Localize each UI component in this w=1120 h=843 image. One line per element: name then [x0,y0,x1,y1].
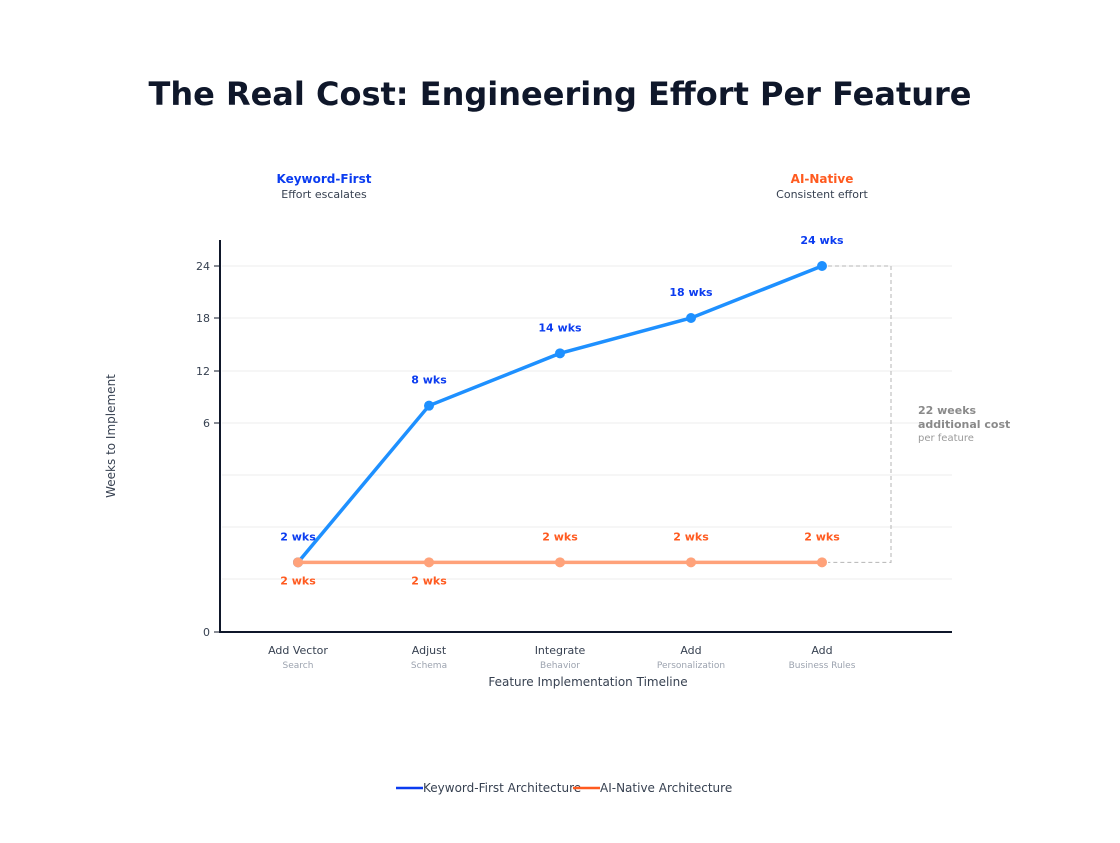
y-axis-label: Weeks to Implement [104,374,118,498]
x-axis-categories: Add Vector Search Adjust Schema Integrate Beh… [268,644,856,671]
x-category-sublabel: Schema [411,661,447,671]
data-point [817,261,827,271]
data-label: 18 wks [669,286,713,299]
data-point [293,557,303,568]
legend-label-ai-native: AI-Native Architecture [600,781,732,795]
data-point [555,557,565,568]
data-label: 8 wks [411,374,447,387]
data-label: 2 wks [280,530,316,543]
gap-bracket [828,265,892,563]
data-point [424,400,434,411]
y-axis-ticks: 0 6 12 18 24 [196,260,220,639]
y-tick-label: 12 [196,365,210,378]
data-point [424,557,434,568]
legend: Keyword-First Architecture AI-Native Arc… [396,781,732,795]
data-point [555,348,565,359]
data-label: 14 wks [538,321,582,334]
data-label: 24 wks [800,234,844,247]
x-category-sublabel: Business Rules [789,661,856,671]
x-category-label: Add [811,644,832,657]
gridlines [222,265,952,580]
data-label: 2 wks [280,574,316,587]
keyword-first-header: Keyword-First [277,172,372,186]
data-point [817,557,827,568]
y-tick-label: 0 [203,626,210,639]
x-category-label: Add [680,644,701,657]
y-tick-label: 18 [196,312,210,325]
x-category-label: Integrate [535,644,586,657]
annotation-line3: per feature [918,433,974,444]
x-category-sublabel: Personalization [657,661,725,671]
annotation-line2: additional cost [918,418,1010,431]
x-category-sublabel: Search [283,661,314,671]
legend-label-keyword-first: Keyword-First Architecture [423,781,581,795]
series-group: 2 wks 8 wks 14 wks 18 wks 24 wks 2 wks 2 wks 2 … [280,234,844,587]
keyword-first-subtitle: Effort escalates [281,188,367,201]
ai-native-header: AI-Native [791,172,854,186]
data-label: 2 wks [673,530,709,543]
data-point [686,557,696,568]
data-label: 2 wks [411,574,447,587]
ai-native-subtitle: Consistent effort [776,188,868,201]
x-category-label: Add Vector [268,644,328,657]
x-axis-label: Feature Implementation Timeline [488,675,687,689]
data-label: 2 wks [804,530,840,543]
data-label: 2 wks [542,530,578,543]
series-line-0 [296,264,823,564]
x-category-label: Adjust [412,644,447,657]
y-tick-label: 24 [196,260,210,273]
y-tick-label: 6 [203,417,210,430]
chart-title: The Real Cost: Engineering Effort Per Fe… [148,75,971,113]
x-category-sublabel: Behavior [540,661,580,671]
data-point [686,313,696,323]
annotation-line1: 22 weeks [918,404,977,417]
